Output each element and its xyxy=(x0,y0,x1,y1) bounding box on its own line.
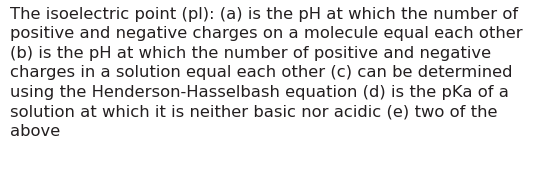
Text: The isoelectric point (pl): (a) is the pH at which the number of
positive and ne: The isoelectric point (pl): (a) is the p… xyxy=(10,7,523,139)
